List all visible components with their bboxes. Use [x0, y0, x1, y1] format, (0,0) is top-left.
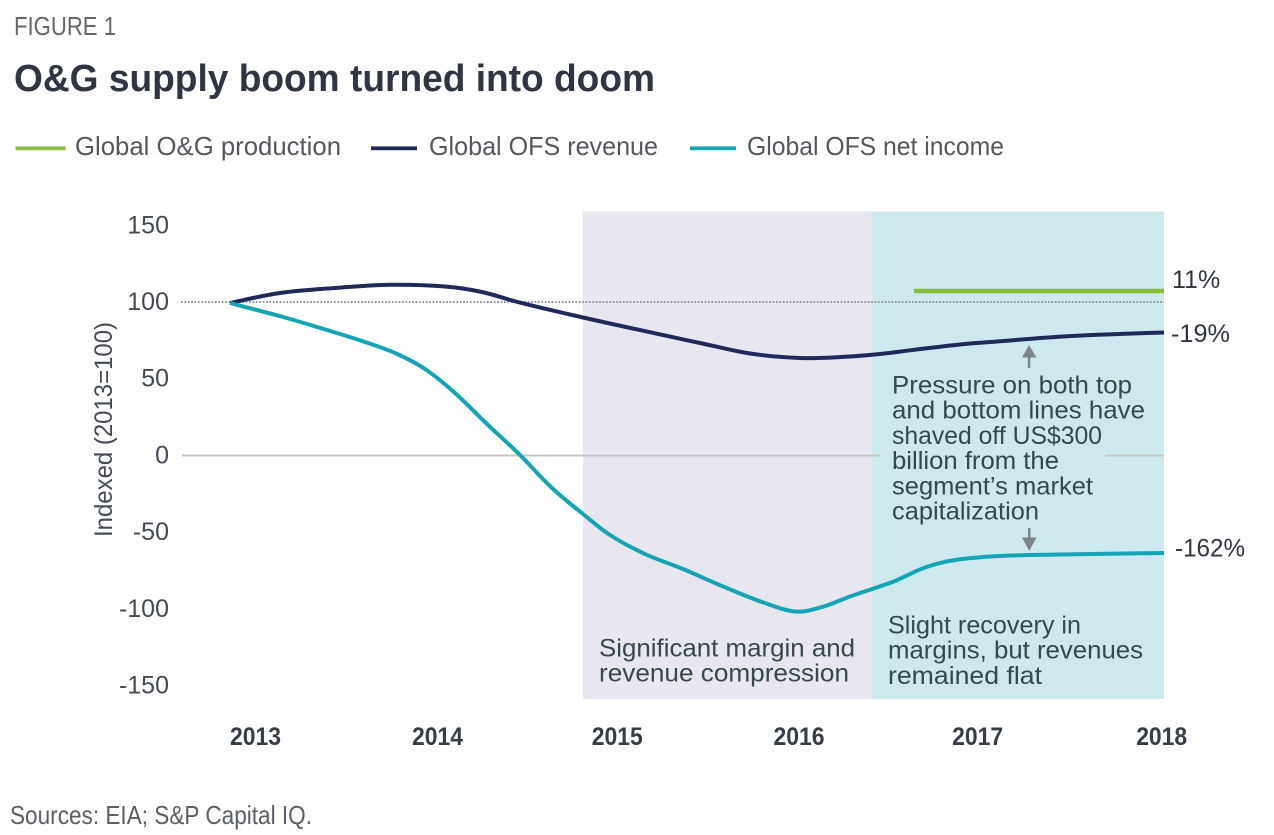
svg-text:and bottom lines have: and bottom lines have [892, 397, 1145, 425]
svg-text:150: 150 [127, 211, 169, 239]
svg-text:Global OFS net income: Global OFS net income [747, 131, 1004, 161]
svg-text:Global OFS revenue: Global OFS revenue [429, 131, 658, 161]
svg-text:Slight recovery in: Slight recovery in [888, 612, 1081, 640]
svg-text:FIGURE 1: FIGURE 1 [14, 11, 116, 41]
svg-text:revenue compression: revenue compression [599, 660, 849, 688]
svg-text:2013: 2013 [230, 723, 281, 751]
svg-text:-50: -50 [133, 518, 169, 546]
svg-text:margins, but revenues: margins, but revenues [888, 637, 1143, 665]
svg-text:100: 100 [127, 288, 169, 316]
svg-text:billion from the: billion from the [892, 447, 1059, 475]
svg-text:Global O&G production: Global O&G production [75, 131, 341, 161]
svg-text:-19%: -19% [1171, 320, 1230, 348]
svg-text:50: 50 [141, 365, 169, 393]
svg-text:Significant margin and: Significant margin and [599, 634, 855, 662]
svg-text:shaved off US$300: shaved off US$300 [892, 422, 1102, 450]
svg-text:remained flat: remained flat [888, 662, 1042, 690]
svg-text:Pressure on both top: Pressure on both top [892, 372, 1132, 400]
svg-text:2015: 2015 [592, 723, 643, 751]
svg-text:-150: -150 [119, 672, 169, 700]
svg-text:O&G supply boom turned into do: O&G supply boom turned into doom [14, 58, 655, 100]
svg-text:2017: 2017 [952, 723, 1003, 751]
svg-text:2014: 2014 [412, 723, 463, 751]
svg-text:segment’s market: segment’s market [892, 472, 1093, 500]
svg-text:-100: -100 [119, 595, 169, 623]
svg-text:11%: 11% [1172, 266, 1220, 294]
svg-text:Indexed (2013=100): Indexed (2013=100) [90, 322, 118, 537]
svg-text:-162%: -162% [1175, 535, 1245, 563]
svg-text:capitalization: capitalization [892, 498, 1039, 526]
svg-text:2018: 2018 [1136, 723, 1187, 751]
svg-text:0: 0 [155, 442, 169, 470]
svg-text:2016: 2016 [774, 723, 825, 751]
svg-text:Sources: EIA; S&P Capital IQ.: Sources: EIA; S&P Capital IQ. [10, 800, 312, 830]
